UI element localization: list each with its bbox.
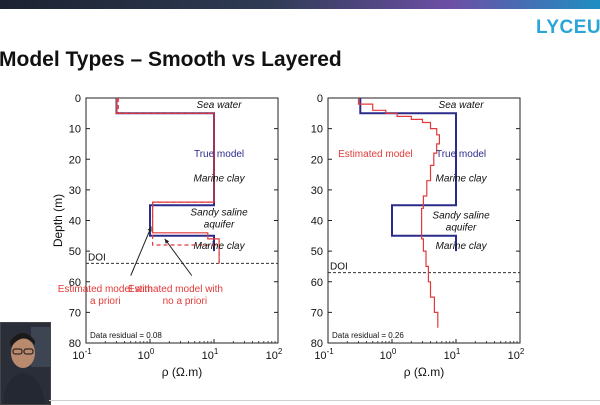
annotation-arrowhead bbox=[164, 238, 170, 244]
annotation-label: True model bbox=[194, 149, 244, 160]
y-tick-label: 60 bbox=[311, 277, 323, 289]
top-gradient-bar bbox=[0, 0, 600, 9]
plot-frame bbox=[327, 97, 521, 344]
annotation-label: Estimated model with bbox=[128, 284, 223, 295]
presenter-webcam bbox=[0, 322, 51, 405]
y-tick-label: 60 bbox=[69, 277, 81, 289]
y-axis-label: Depth (m) bbox=[51, 194, 65, 247]
doi-label: DOI bbox=[330, 262, 348, 273]
annotation-label: Marine clay bbox=[435, 241, 487, 252]
data-residual-label: Data residual = 0.08 bbox=[90, 331, 162, 340]
annotation-arrowhead bbox=[147, 226, 152, 232]
y-tick-label: 20 bbox=[69, 154, 81, 166]
annotation-label: aquifer bbox=[446, 223, 477, 234]
y-tick-label: 10 bbox=[311, 124, 323, 136]
lyceum-logo: LYCEU bbox=[536, 17, 600, 38]
y-tick-label: 40 bbox=[69, 216, 81, 228]
x-axis-label: ρ (Ω.m) bbox=[404, 365, 444, 379]
x-tick-label: 102 bbox=[508, 347, 525, 362]
y-tick-label: 30 bbox=[311, 185, 323, 197]
series-line bbox=[357, 98, 440, 328]
y-tick-label: 10 bbox=[69, 124, 81, 136]
y-tick-label: 0 bbox=[75, 93, 81, 105]
y-tick-label: 70 bbox=[311, 307, 323, 319]
annotation-label: aquifer bbox=[204, 220, 235, 231]
x-tick-label: 10-1 bbox=[314, 347, 334, 362]
x-tick-label: 100 bbox=[138, 347, 155, 362]
annotation-label: Sea water bbox=[439, 100, 485, 111]
x-tick-label: 102 bbox=[266, 347, 283, 362]
y-tick-label: 20 bbox=[311, 154, 323, 166]
y-tick-label: 50 bbox=[69, 246, 81, 258]
x-tick-label: 100 bbox=[380, 347, 397, 362]
data-residual-label: Data residual = 0.26 bbox=[332, 331, 404, 340]
presenter-silhouette bbox=[1, 323, 50, 404]
annotation-label: Estimated model with bbox=[58, 284, 153, 295]
chart-smooth-layered-left: 0 10 20 30 40 50 60 70 80 10-1 100 101 102 ρ (Ω.m) Dep… bbox=[46, 90, 296, 380]
x-tick-label: 10-1 bbox=[72, 347, 92, 362]
annotation-label: Sandy saline bbox=[190, 207, 248, 218]
annotation-label: Sea water bbox=[197, 100, 243, 111]
y-tick-label: 70 bbox=[69, 307, 81, 319]
x-tick-label: 101 bbox=[444, 347, 461, 362]
annotation-label: no a priori bbox=[163, 296, 207, 307]
annotation-label: Estimated model bbox=[338, 149, 412, 160]
annotation-label: a priori bbox=[90, 296, 121, 307]
annotation-label: Marine clay bbox=[193, 241, 245, 252]
x-axis-label: ρ (Ω.m) bbox=[162, 365, 202, 379]
annotation-arrow bbox=[130, 226, 152, 276]
y-tick-label: 30 bbox=[69, 185, 81, 197]
chart-smooth-layered-right: 0 10 20 30 40 50 60 70 80 10-1 100 101 102 ρ (Ω.m) DOI… bbox=[288, 90, 538, 380]
annotation-label: Marine clay bbox=[193, 174, 245, 185]
webcam-bottom-border bbox=[49, 400, 600, 401]
annotation-label: True model bbox=[436, 149, 486, 160]
series-line bbox=[117, 98, 220, 264]
slide-title: Model Types – Smooth vs Layered bbox=[0, 48, 342, 71]
y-tick-label: 80 bbox=[311, 338, 323, 350]
y-tick-label: 40 bbox=[311, 216, 323, 228]
annotation-label: Marine clay bbox=[435, 174, 487, 185]
y-tick-label: 50 bbox=[311, 246, 323, 258]
y-tick-label: 0 bbox=[317, 93, 323, 105]
x-tick-label: 101 bbox=[202, 347, 219, 362]
annotation-arrow bbox=[164, 238, 193, 276]
annotation-label: Sandy saline bbox=[432, 210, 490, 221]
y-tick-label: 80 bbox=[69, 338, 81, 350]
doi-label: DOI bbox=[88, 252, 106, 263]
